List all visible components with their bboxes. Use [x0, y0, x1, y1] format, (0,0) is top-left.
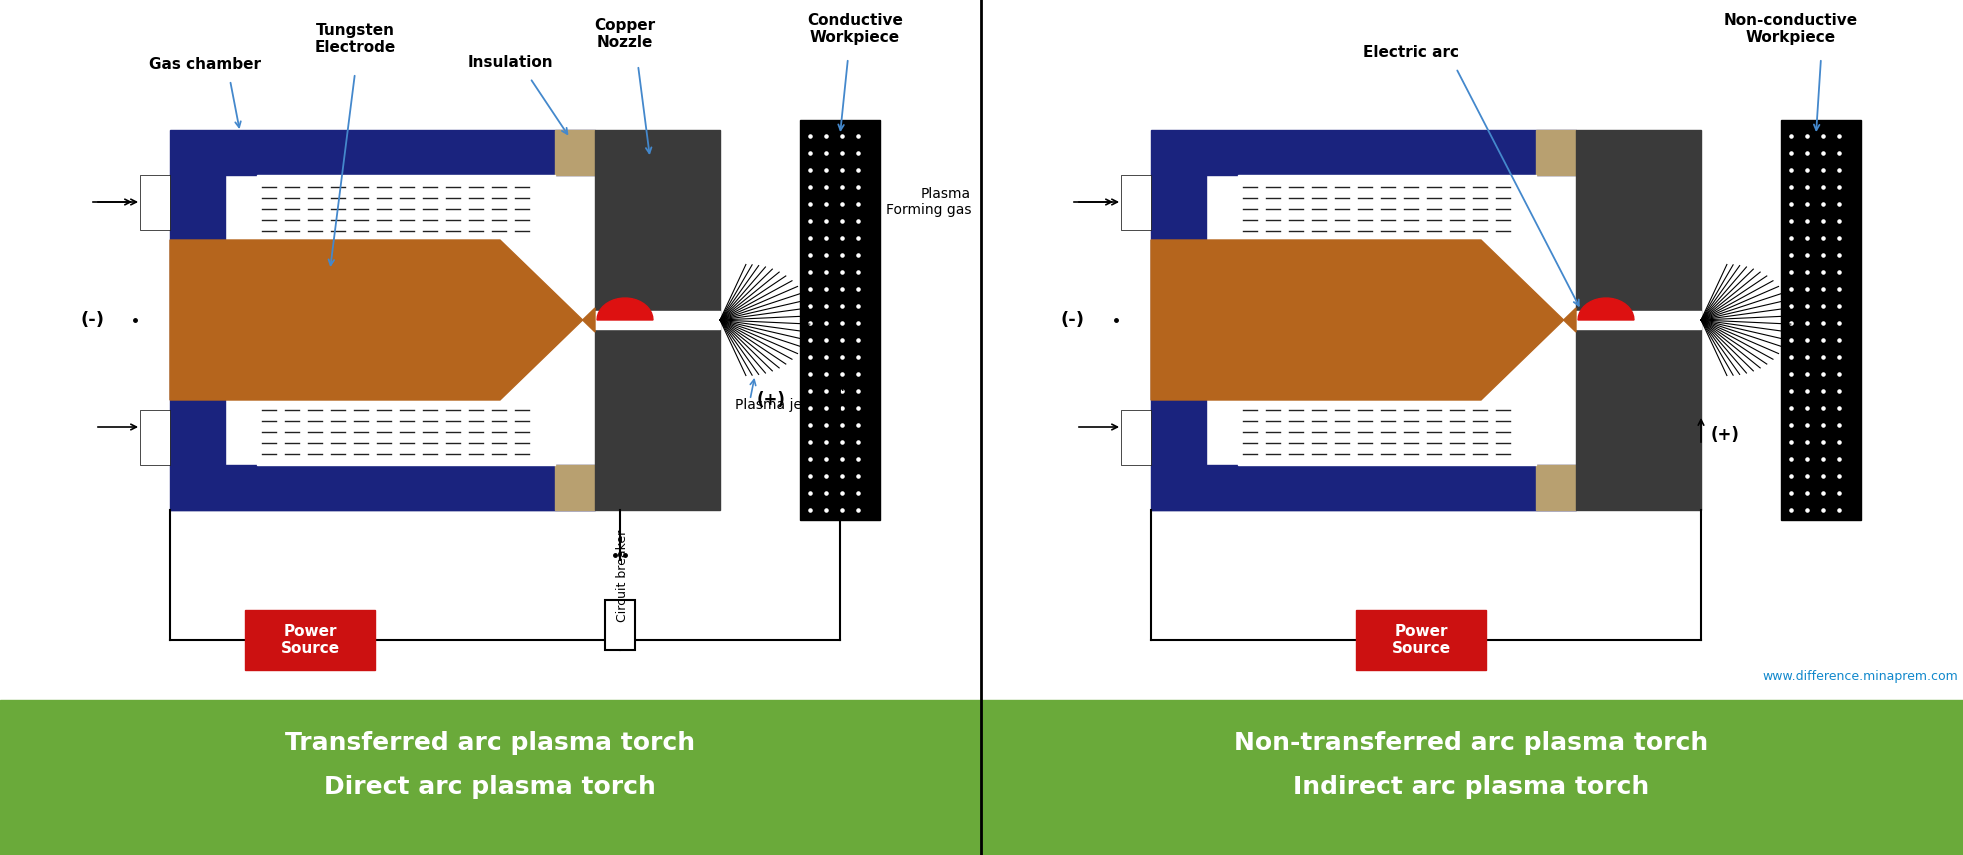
Text: www.difference.minaprem.com: www.difference.minaprem.com	[1763, 670, 1957, 683]
Bar	[171, 130, 595, 175]
Text: Transferred arc plasma torch: Transferred arc plasma torch	[285, 731, 695, 755]
Text: Plasma
Forming gas: Plasma Forming gas	[885, 187, 972, 217]
Bar	[1239, 175, 1535, 240]
Bar	[1121, 410, 1150, 465]
Text: Non-conductive
Workpiece: Non-conductive Workpiece	[1724, 13, 1859, 45]
Bar	[801, 120, 879, 520]
Bar	[1150, 465, 1576, 510]
Bar	[1239, 400, 1535, 465]
Bar	[1150, 130, 1576, 175]
Bar	[171, 175, 226, 465]
Bar	[245, 610, 375, 670]
Text: (+): (+)	[1712, 426, 1739, 444]
Text: Conductive
Workpiece: Conductive Workpiece	[807, 13, 903, 45]
Text: (-): (-)	[1060, 311, 1086, 329]
Text: Power
Source: Power Source	[1392, 624, 1451, 656]
Polygon shape	[1150, 240, 1576, 400]
Bar	[257, 175, 556, 240]
Bar	[171, 465, 595, 510]
Bar	[139, 175, 171, 230]
Bar	[1780, 120, 1861, 520]
Text: Indirect arc plasma torch: Indirect arc plasma torch	[1294, 775, 1649, 799]
Text: Plasma jet: Plasma jet	[734, 398, 807, 412]
Polygon shape	[1578, 298, 1633, 320]
Text: (+): (+)	[756, 391, 785, 409]
Bar	[1150, 175, 1205, 465]
Bar	[139, 410, 171, 465]
Bar	[257, 400, 556, 465]
Bar	[1576, 311, 1702, 329]
Bar	[1535, 465, 1576, 510]
Bar	[1356, 610, 1486, 670]
Bar	[1535, 130, 1576, 175]
Text: (-): (-)	[80, 311, 104, 329]
Text: Electric arc: Electric arc	[1362, 45, 1459, 60]
Polygon shape	[171, 240, 595, 400]
Bar	[605, 600, 634, 650]
Bar	[595, 130, 720, 510]
Bar	[556, 465, 595, 510]
Bar	[1576, 130, 1702, 510]
Bar	[1121, 175, 1150, 230]
Text: Direct arc plasma torch: Direct arc plasma torch	[324, 775, 656, 799]
Text: Gas chamber: Gas chamber	[149, 57, 261, 72]
Text: Tungsten
Electrode: Tungsten Electrode	[314, 22, 397, 55]
Text: Circuit breaker: Circuit breaker	[616, 530, 628, 622]
Text: Insulation: Insulation	[467, 55, 554, 70]
Text: Copper
Nozzle: Copper Nozzle	[595, 18, 656, 50]
Text: Power
Source: Power Source	[281, 624, 340, 656]
Bar	[556, 130, 595, 175]
Bar	[595, 311, 720, 329]
Text: Non-transferred arc plasma torch: Non-transferred arc plasma torch	[1235, 731, 1708, 755]
Bar	[0, 700, 1963, 855]
Polygon shape	[597, 298, 654, 320]
